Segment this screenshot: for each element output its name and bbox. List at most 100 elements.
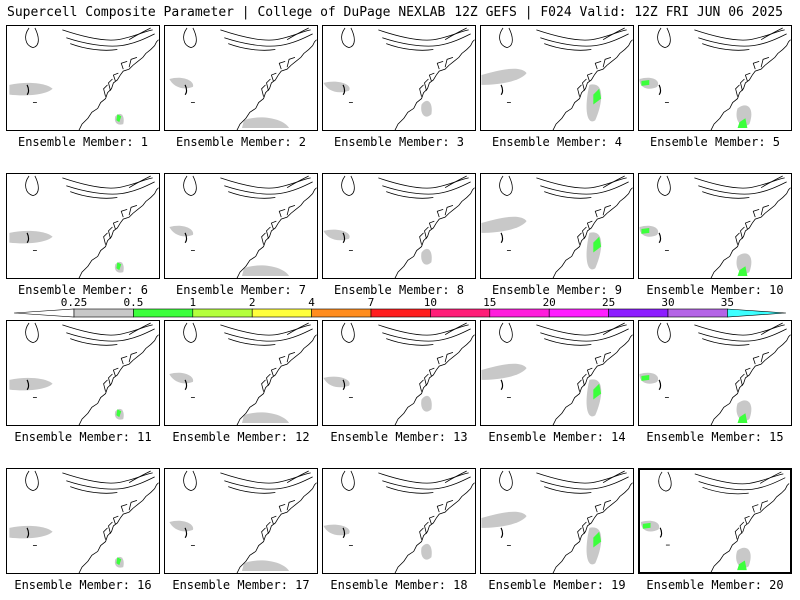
geo-outline (658, 471, 672, 492)
geo-outline (657, 175, 671, 196)
ensemble-member-map[interactable] (638, 320, 792, 426)
ensemble-member-map[interactable] (638, 25, 792, 131)
geo-outline (658, 379, 662, 391)
scp-contour-green (737, 560, 747, 571)
ensemble-member-map[interactable] (164, 320, 318, 426)
geo-outline (444, 175, 467, 189)
scp-contour-green (116, 557, 122, 566)
scp-contour-gray (9, 525, 53, 539)
legend-tick-label: 25 (602, 297, 615, 309)
scp-contour-gray (481, 363, 527, 380)
legend-swatch (608, 308, 669, 318)
geo-outline (220, 29, 313, 51)
scp-contour-green (593, 88, 602, 105)
map-canvas (9, 470, 159, 573)
ensemble-member-map[interactable] (6, 25, 160, 131)
ensemble-member-map[interactable] (322, 173, 476, 279)
scp-contour-gray (169, 225, 194, 237)
coastline (552, 39, 633, 130)
geo-outline (103, 352, 138, 392)
geo-outline (128, 470, 151, 484)
geo-outline (261, 500, 296, 540)
map-canvas (169, 470, 317, 573)
geo-outline (62, 29, 155, 51)
scp-contour-gray (421, 395, 432, 412)
ensemble-member-label: Ensemble Member: 12 (172, 430, 310, 444)
map-canvas (9, 27, 159, 130)
ensemble-member-map[interactable] (638, 173, 792, 279)
geo-outline (341, 322, 355, 343)
geo-outline (419, 205, 454, 245)
coastline (394, 482, 475, 573)
legend-tick-label: 2 (249, 297, 256, 309)
geo-outline (103, 500, 138, 540)
legend-arrow-right (727, 308, 786, 318)
ensemble-member-label: Ensemble Member: 1 (17, 135, 149, 149)
map-canvas (481, 470, 633, 573)
ensemble-member-map[interactable] (6, 173, 160, 279)
legend-swatch (251, 308, 312, 318)
coastline (236, 39, 317, 130)
map-canvas (323, 322, 475, 425)
ensemble-member-label: Ensemble Member: 15 (646, 430, 784, 444)
scp-contour-green (737, 266, 748, 277)
ensemble-member-map[interactable] (480, 25, 634, 131)
geo-outline (735, 352, 770, 392)
geo-outline (500, 232, 504, 244)
geo-outline (734, 500, 769, 540)
geo-outline (500, 379, 504, 391)
ensemble-member-map[interactable] (638, 468, 792, 574)
scp-contour-green (593, 531, 602, 548)
geo-outline (444, 27, 467, 41)
map-canvas (481, 27, 633, 130)
coastline (710, 483, 790, 572)
geo-outline (760, 175, 783, 189)
coastline (552, 187, 633, 278)
legend-tick-label: 4 (308, 297, 315, 309)
ensemble-member-label: Ensemble Member: 19 (488, 578, 626, 592)
legend-arrow-left (14, 308, 75, 318)
ensemble-member-label: Ensemble Member: 7 (175, 283, 307, 297)
ensemble-member-map[interactable] (164, 25, 318, 131)
legend-tick-label: 15 (483, 297, 496, 309)
geo-outline (128, 322, 151, 336)
geo-outline (536, 177, 629, 199)
map-canvas (481, 322, 633, 425)
coastline (394, 39, 475, 130)
map-canvas (169, 27, 317, 130)
ensemble-member-map[interactable] (6, 468, 160, 574)
ensemble-member-map[interactable] (164, 468, 318, 574)
ensemble-member-label: Ensemble Member: 4 (491, 135, 623, 149)
geo-outline (183, 175, 197, 196)
ensemble-member-map[interactable] (480, 320, 634, 426)
geo-outline (499, 470, 513, 491)
legend-swatch (430, 308, 491, 318)
ensemble-member-map[interactable] (322, 25, 476, 131)
scp-contour-gray (241, 117, 290, 129)
geo-outline (419, 500, 454, 540)
geo-outline (378, 177, 471, 199)
map-canvas (9, 322, 159, 425)
ensemble-member-map[interactable] (6, 320, 160, 426)
scp-contour-gray (323, 524, 350, 536)
geo-outline (657, 27, 671, 48)
coastline (78, 334, 159, 425)
coastline (394, 187, 475, 278)
scp-contour-gray (421, 543, 432, 560)
ensemble-member-label: Ensemble Member: 5 (649, 135, 781, 149)
scp-contour-gray (241, 560, 290, 572)
ensemble-member-map[interactable] (164, 173, 318, 279)
coastline (236, 482, 317, 573)
geo-outline (184, 84, 188, 96)
scp-contour-gray (169, 520, 194, 532)
ensemble-member-map[interactable] (480, 173, 634, 279)
map-canvas (323, 175, 475, 278)
ensemble-member-map[interactable] (480, 468, 634, 574)
geo-outline (735, 57, 770, 97)
ensemble-member-map[interactable] (322, 320, 476, 426)
geo-outline (499, 322, 513, 343)
coastline (710, 39, 791, 130)
ensemble-member-map[interactable] (322, 468, 476, 574)
geo-outline (419, 57, 454, 97)
geo-outline (184, 379, 188, 391)
